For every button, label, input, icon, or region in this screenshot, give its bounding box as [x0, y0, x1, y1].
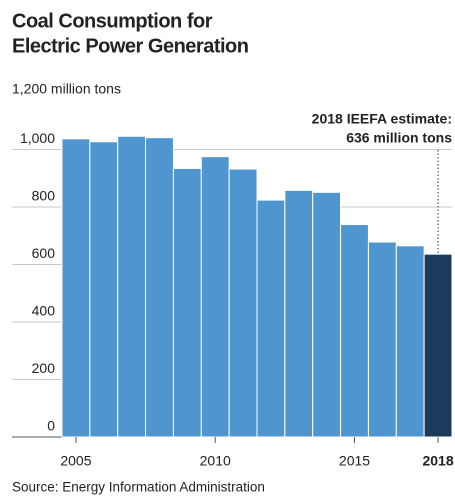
- x-tick-label: 2015: [339, 453, 370, 469]
- chart-title: Coal Consumption for: [12, 10, 213, 32]
- bar: [423, 253, 453, 438]
- bar: [145, 137, 174, 438]
- y-tick-label: 200: [32, 360, 56, 376]
- y-tick-label: 0: [47, 418, 55, 434]
- y-tick-label: 600: [32, 245, 56, 261]
- y-tick-label: 400: [32, 303, 56, 319]
- bar: [117, 135, 147, 438]
- x-tick-label: 2018: [422, 453, 453, 469]
- bar: [200, 156, 230, 438]
- x-tick-label: 2010: [200, 453, 231, 469]
- bar: [340, 224, 369, 438]
- chart-title: Electric Power Generation: [12, 35, 248, 57]
- y-tick-label: 1,000: [20, 130, 55, 146]
- bar: [367, 241, 397, 438]
- annotation: 636 million tons: [346, 130, 452, 146]
- annotation: 2018 IEEFA estimate:: [312, 111, 452, 127]
- y-axis-unit-label: 1,200 million tons: [12, 81, 121, 97]
- bar: [228, 168, 258, 438]
- bar: [284, 189, 314, 438]
- bar: [172, 167, 202, 438]
- bar: [256, 199, 286, 438]
- bar: [61, 138, 91, 438]
- bar: [89, 141, 119, 438]
- bar: [312, 191, 342, 438]
- source: Source: Energy Information Administratio…: [12, 480, 265, 495]
- x-tick-label: 2005: [60, 453, 91, 469]
- y-tick-label: 800: [32, 188, 56, 204]
- bar: [395, 245, 425, 438]
